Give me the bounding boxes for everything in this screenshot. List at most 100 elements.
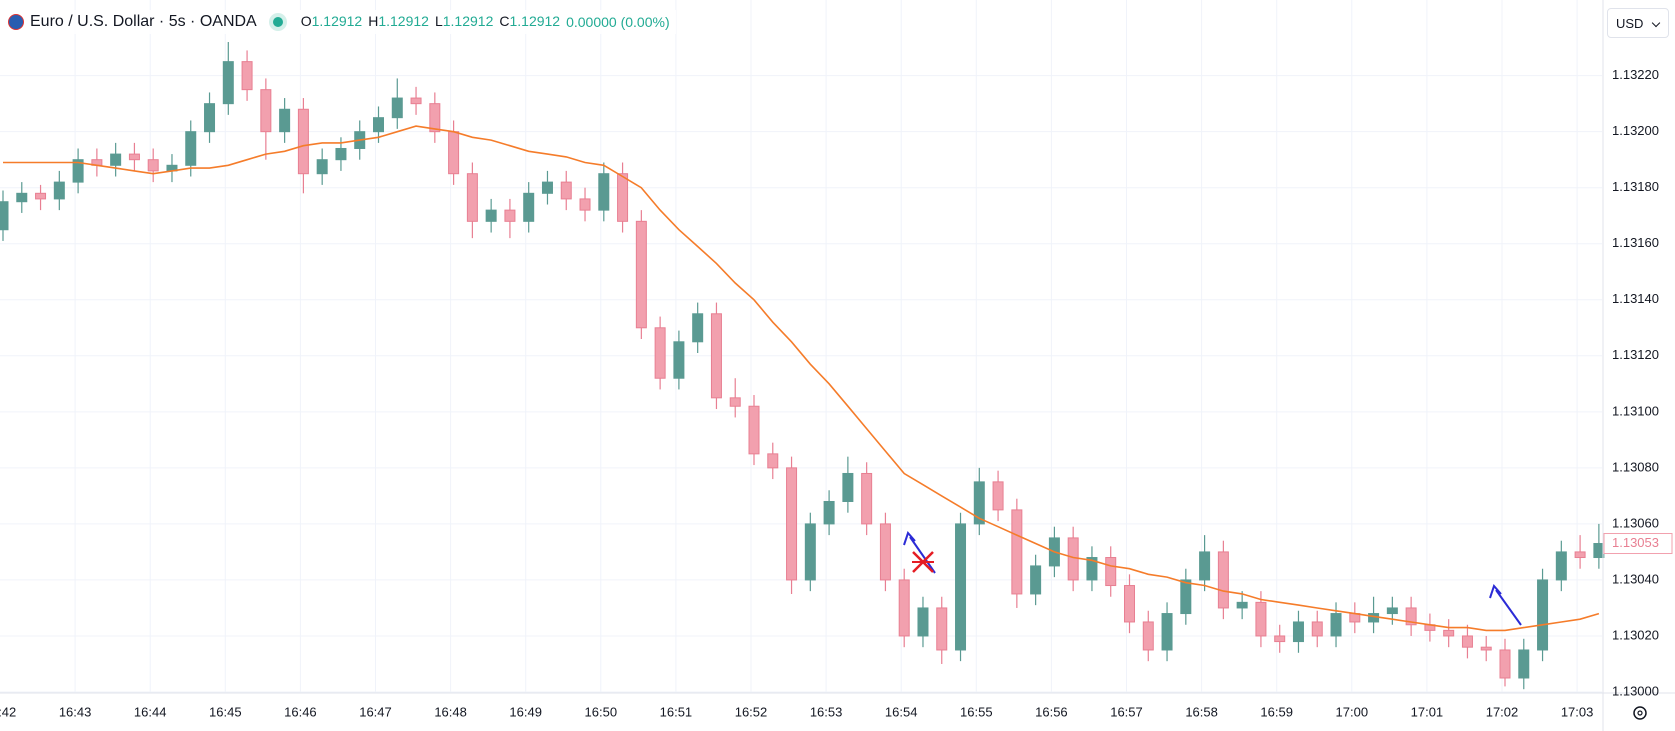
candle-body	[1537, 579, 1549, 651]
candle-body	[429, 103, 441, 133]
candle-body	[1499, 649, 1511, 679]
candle-body	[973, 481, 985, 525]
candle-body	[579, 198, 591, 211]
candle-body	[617, 173, 629, 222]
candle-body	[861, 472, 873, 525]
ohlc-value: 1.12912	[378, 13, 429, 29]
y-tick-label: 1.13060	[1612, 515, 1659, 530]
candle-body	[992, 481, 1004, 511]
candle-body	[710, 313, 722, 399]
candle-body	[823, 500, 835, 525]
gear-hub[interactable]	[1637, 710, 1643, 716]
y-tick-label: 1.13200	[1612, 123, 1659, 138]
candle-body	[804, 523, 816, 581]
candle-body	[955, 523, 967, 651]
x-tick-label: 16:52	[735, 704, 768, 719]
candle-body	[279, 108, 291, 133]
x-tick-label: 16:50	[585, 704, 618, 719]
ohlc-label: O	[300, 13, 312, 29]
x-tick-label: 16:59	[1260, 704, 1293, 719]
y-tick-label: 1.13040	[1612, 571, 1659, 586]
y-tick-label: 1.13020	[1612, 627, 1659, 642]
candle-body	[35, 192, 47, 200]
x-tick-label: 17:03	[1561, 704, 1594, 719]
candle-body	[260, 89, 272, 133]
candle-body	[410, 97, 422, 105]
candle-body	[1217, 551, 1229, 609]
symbol-title[interactable]: Euro / U.S. Dollar · 5s · OANDA	[30, 13, 257, 30]
candle-body	[523, 192, 535, 222]
arrow	[1495, 589, 1522, 626]
candle-body	[1067, 537, 1079, 581]
candle-body	[1124, 585, 1135, 623]
candle-body	[917, 607, 929, 637]
candle-body	[1405, 607, 1417, 626]
candle-body	[185, 131, 197, 166]
ohlc-value: 1.12912	[442, 13, 494, 29]
x-tick-label: 16:55	[960, 704, 993, 719]
candle-body	[1518, 649, 1530, 679]
candle-body	[1292, 621, 1304, 643]
ohlc-item: O1.12912	[301, 13, 363, 29]
y-tick-label: 1.13100	[1612, 403, 1659, 418]
ohlc-value: 1.12912	[509, 13, 561, 29]
candle-body	[1443, 629, 1455, 637]
symbol-logo	[8, 14, 24, 30]
ohlc-item: L1.12912	[435, 13, 493, 29]
candle-body	[654, 327, 666, 379]
x-tick-label: 16:42	[0, 704, 16, 719]
moving-average	[3, 125, 1600, 632]
arrow	[909, 536, 936, 574]
arrow-head	[903, 531, 916, 546]
arrow-head	[1489, 584, 1502, 599]
candle-body	[1086, 557, 1098, 581]
ohlc-item: H1.12912	[368, 13, 429, 29]
candle-body	[1255, 601, 1267, 637]
candle-body	[541, 181, 553, 194]
candle-body	[504, 209, 516, 222]
x-tick-label: 16:47	[359, 704, 392, 719]
candle-body	[448, 131, 460, 175]
y-tick-label: 1.13000	[1612, 683, 1659, 698]
y-tick-label: 1.13180	[1612, 179, 1659, 194]
candle-body	[1330, 613, 1342, 637]
ohlc-item: C1.12912	[499, 13, 560, 29]
plot	[0, 42, 1605, 690]
candle-body	[1274, 635, 1286, 643]
candle-body	[1593, 543, 1605, 559]
candle-body	[297, 108, 309, 175]
x-tick-label: 17:00	[1336, 704, 1369, 719]
x-tick-label: 16:58	[1185, 704, 1218, 719]
x-tick-label: 16:56	[1035, 704, 1068, 719]
y-tick-label: 1.13160	[1612, 235, 1659, 250]
candle-body	[241, 61, 253, 91]
x-tick-label: 16:57	[1110, 704, 1143, 719]
candle-body	[16, 192, 28, 203]
market-status[interactable]	[272, 17, 283, 27]
last-price-label: 1.13053	[1612, 535, 1659, 550]
candle-body	[1311, 621, 1323, 637]
x-tick-label: 16:45	[209, 704, 242, 719]
candle-body	[1030, 565, 1042, 595]
candle-body	[1461, 635, 1473, 648]
gear[interactable]	[1633, 706, 1647, 720]
candle-body	[335, 147, 347, 161]
y-tick-label: 1.13140	[1612, 291, 1659, 306]
last-price-tag	[1603, 533, 1673, 555]
x-tick-label: 16:44	[134, 704, 167, 719]
candle-body	[879, 523, 891, 581]
candle-body	[748, 405, 760, 455]
candle-body	[110, 153, 122, 166]
candle-body	[147, 159, 159, 172]
settings-icon[interactable]	[1633, 706, 1647, 720]
candle-body	[898, 579, 910, 637]
candle-body	[1574, 551, 1586, 559]
x-tick-label: 16:43	[59, 704, 92, 719]
currency-select[interactable]: USD	[1607, 8, 1669, 38]
legend-header: Euro / U.S. Dollar · 5s · OANDA O1.12912…	[8, 10, 676, 34]
candle-body	[635, 220, 647, 329]
